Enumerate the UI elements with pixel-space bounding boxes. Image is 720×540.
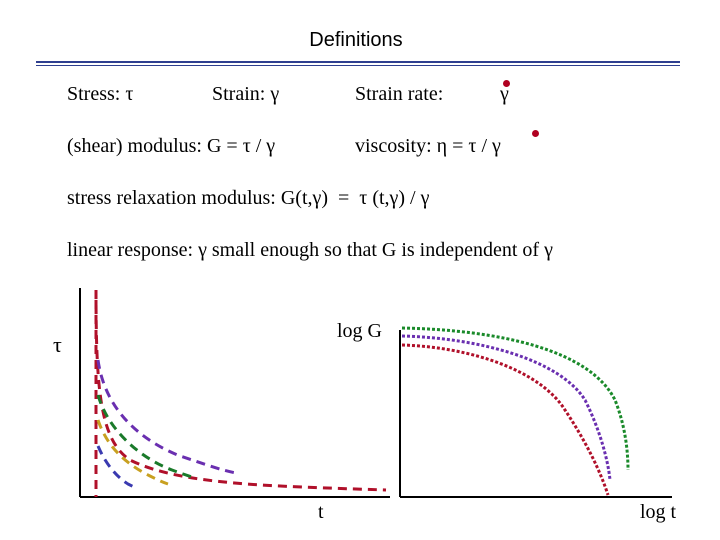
viscosity-strain-rate-dot (532, 130, 539, 137)
right-x-label: log t (640, 501, 677, 523)
strain-rate-label: Strain rate: (355, 83, 444, 105)
linear-response-definition: linear response: γ small enough so that … (67, 239, 553, 261)
stress-label: Stress: τ (67, 83, 134, 105)
relaxation-modulus-definition: stress relaxation modulus: G(t,γ) = τ (t… (67, 187, 430, 209)
slide-title: Definitions (309, 29, 403, 51)
left-curve-4 (96, 419, 169, 486)
strain-label: Strain: γ (212, 83, 280, 105)
left-curve-3 (96, 394, 193, 479)
strain-rate-dot (503, 80, 510, 87)
strain-rate-symbol: γ (500, 83, 509, 105)
right-curve-2 (401, 334, 612, 481)
right-curve-1 (401, 326, 630, 471)
right-y-label: log G (337, 320, 382, 342)
left-y-label: τ (53, 332, 62, 357)
right-curve-3 (401, 343, 610, 496)
left-x-label: t (318, 501, 324, 523)
left-curve-5 (96, 445, 137, 490)
viscosity-definition: viscosity: η = τ / γ (355, 135, 501, 157)
modulus-definition: (shear) modulus: G = τ / γ (67, 135, 276, 157)
title-divider-line (36, 61, 680, 63)
title-divider-line-thin (36, 65, 680, 66)
left-curve-1 (94, 289, 387, 492)
left-curve-2 (96, 359, 237, 475)
